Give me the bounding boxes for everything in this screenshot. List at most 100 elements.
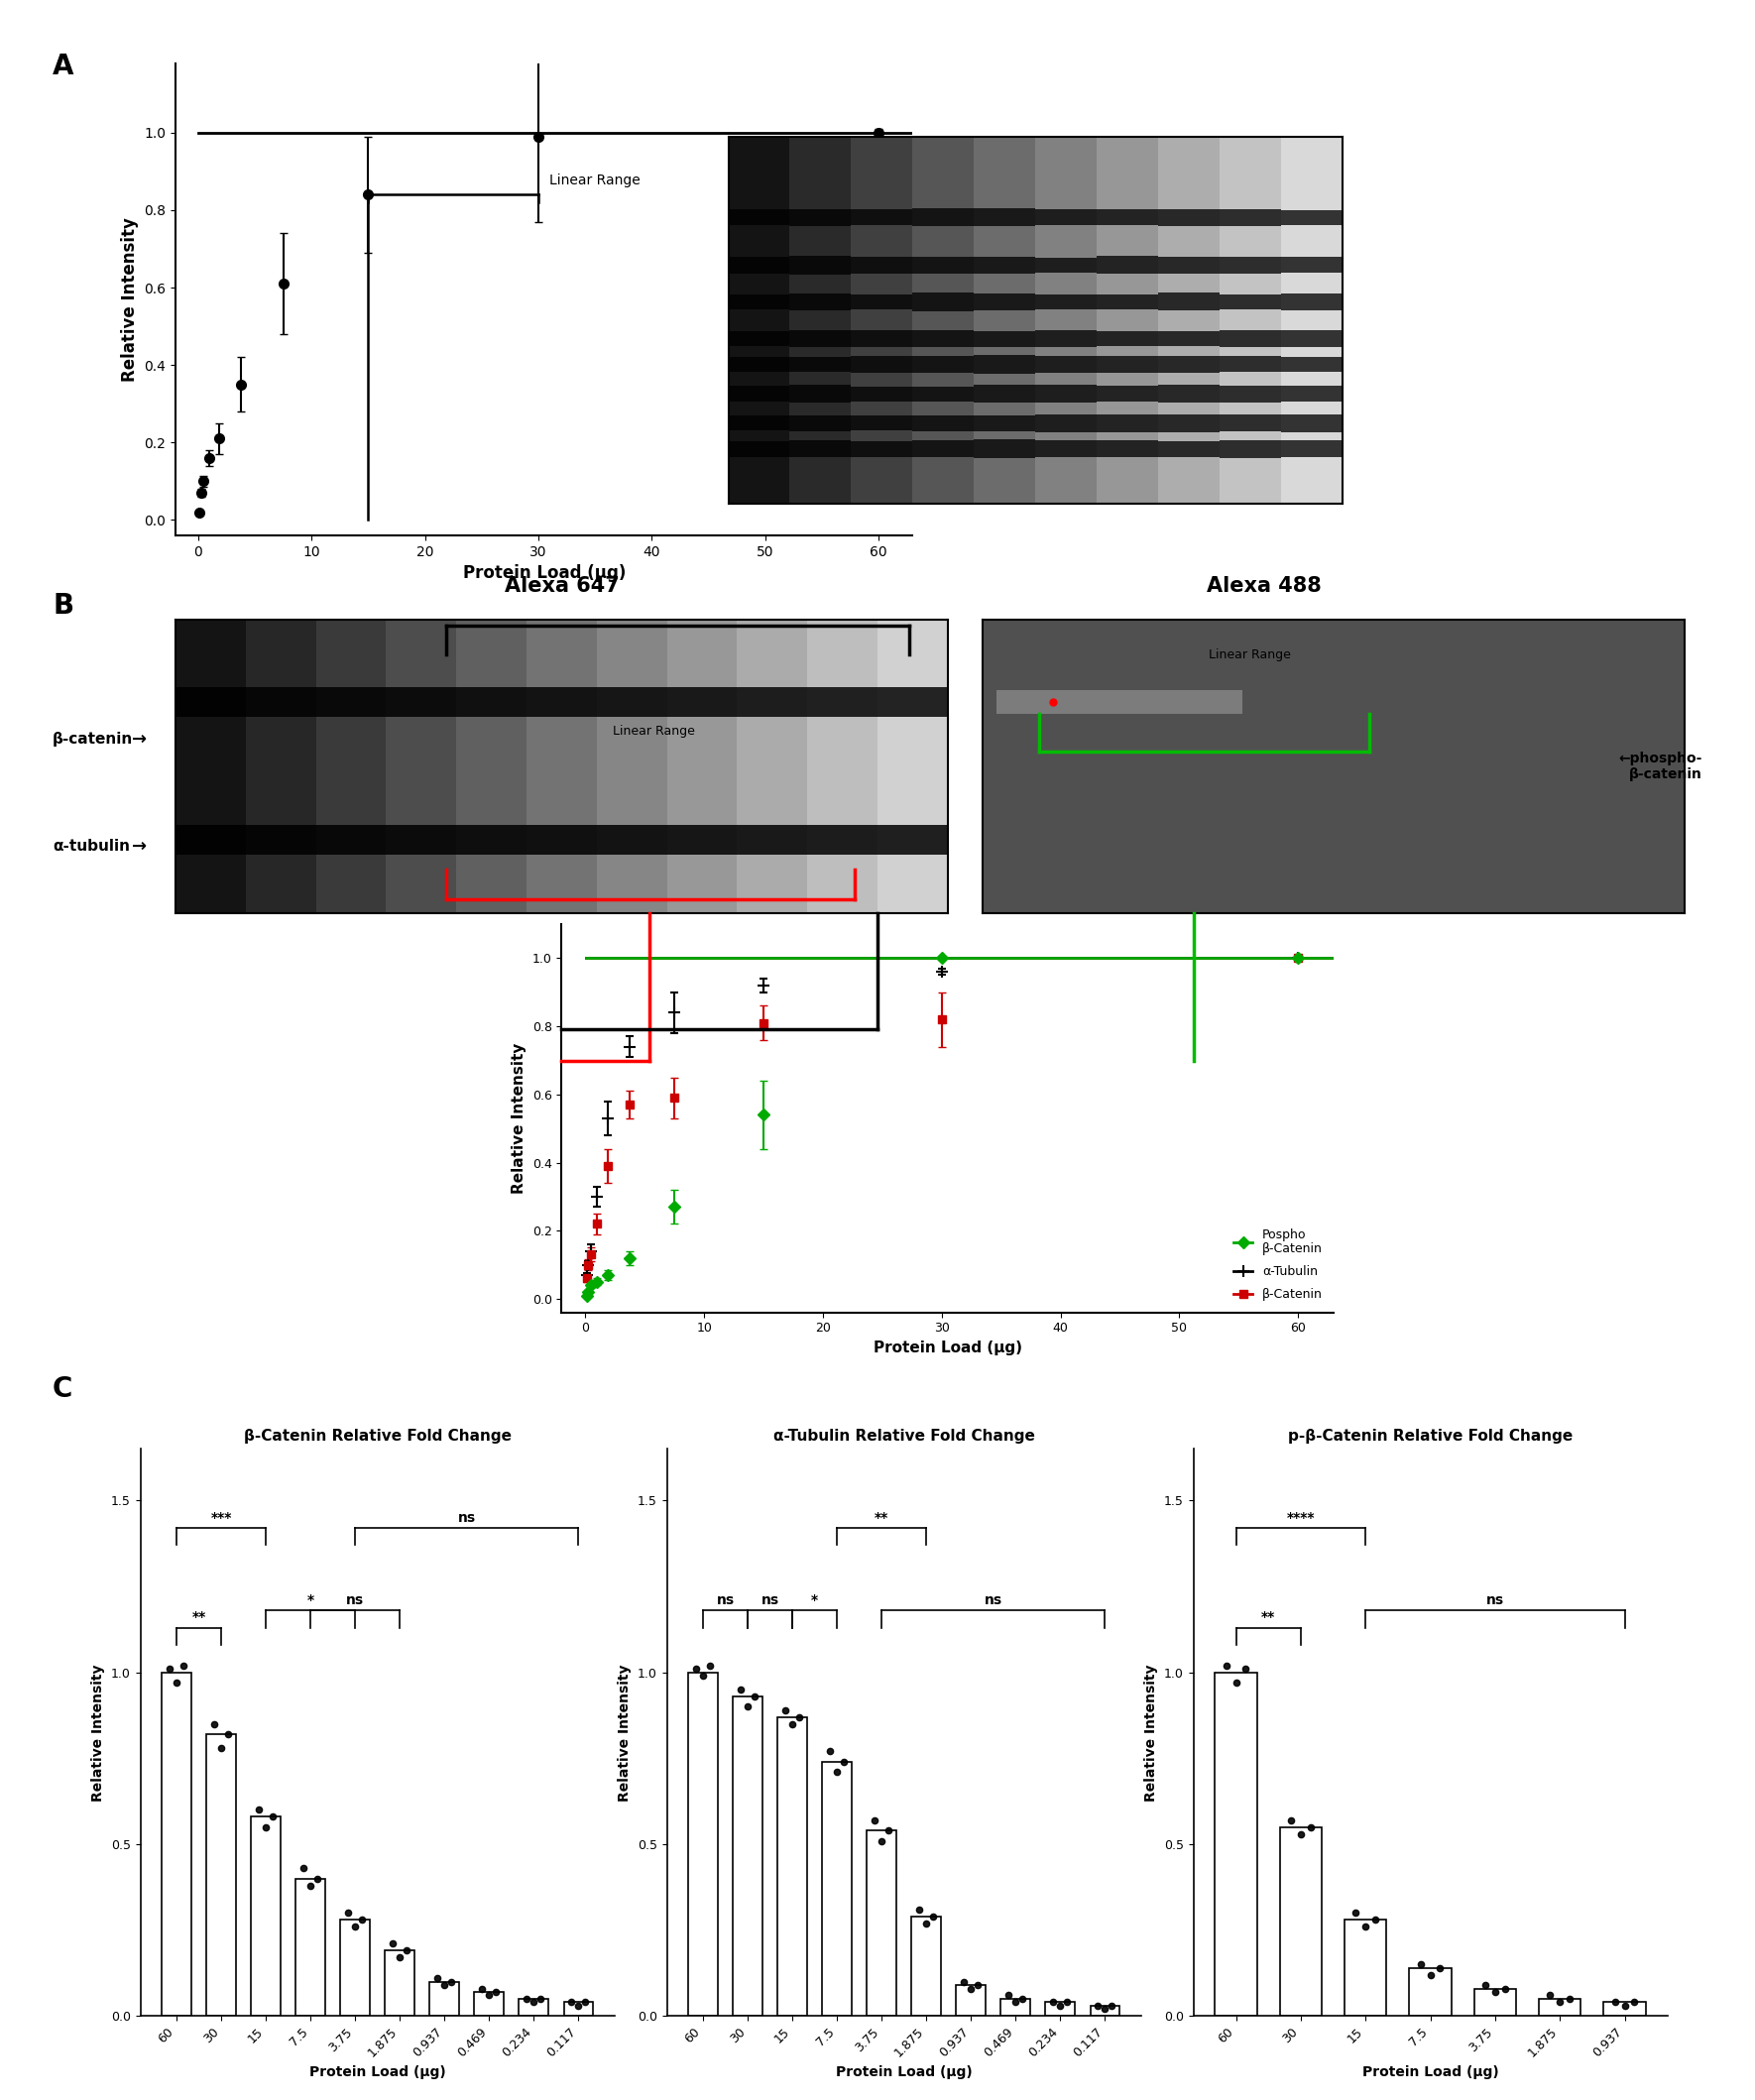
Bar <box>807 687 878 716</box>
Bar <box>1158 355 1220 374</box>
Text: ns: ns <box>716 1594 734 1607</box>
Bar <box>823 1762 851 2016</box>
Text: →: → <box>132 731 147 748</box>
X-axis label: Protein Load (μg): Protein Load (μg) <box>1362 2066 1499 2079</box>
Bar <box>1474 1989 1516 2016</box>
Bar <box>867 1831 897 2016</box>
Bar <box>1097 294 1158 311</box>
Text: **: ** <box>191 1611 205 1623</box>
Y-axis label: Relative Intensity: Relative Intensity <box>91 1663 105 1802</box>
Text: ns: ns <box>458 1510 476 1525</box>
Bar <box>1539 1999 1581 2016</box>
Bar <box>851 332 913 346</box>
Bar <box>386 825 456 855</box>
Bar <box>851 258 913 273</box>
Bar <box>526 825 597 855</box>
Bar <box>1097 136 1158 504</box>
Bar <box>737 825 807 855</box>
Bar <box>728 416 790 430</box>
Bar <box>1158 330 1220 346</box>
Bar <box>1281 384 1343 403</box>
Y-axis label: Relative Intensity: Relative Intensity <box>1144 1663 1158 1802</box>
Bar <box>1220 414 1281 433</box>
Text: **: ** <box>1262 1611 1276 1623</box>
Text: →: → <box>132 838 147 855</box>
Bar <box>246 687 316 716</box>
Bar <box>974 330 1035 349</box>
X-axis label: Protein Load (μg): Protein Load (μg) <box>874 1340 1021 1354</box>
Bar <box>1090 2005 1120 2016</box>
Bar <box>1035 416 1097 430</box>
Bar <box>1344 1919 1386 2016</box>
Bar <box>297 1880 325 2016</box>
Bar <box>1158 294 1220 309</box>
Bar <box>851 210 913 225</box>
Bar <box>1046 2001 1074 2016</box>
Text: ns: ns <box>346 1594 363 1607</box>
Legend: Pospho
β-Catenin, α-Tubulin, β-Catenin: Pospho β-Catenin, α-Tubulin, β-Catenin <box>1228 1222 1327 1306</box>
Y-axis label: Relative Intensity: Relative Intensity <box>512 1044 526 1193</box>
Bar <box>1281 416 1343 430</box>
Bar <box>974 416 1035 430</box>
Bar <box>316 687 386 716</box>
X-axis label: Protein Load (μg): Protein Load (μg) <box>309 2066 446 2079</box>
Y-axis label: Relative Intensity: Relative Intensity <box>121 216 139 382</box>
Text: ns: ns <box>1486 1594 1504 1607</box>
Bar <box>1035 357 1097 372</box>
Bar <box>688 1672 718 2016</box>
Bar <box>176 619 246 913</box>
Bar <box>1158 136 1220 504</box>
Bar <box>1097 332 1158 346</box>
Bar <box>597 619 667 913</box>
Bar <box>667 687 737 716</box>
Bar <box>777 1718 807 2016</box>
Text: *: * <box>811 1594 818 1607</box>
Bar <box>1220 384 1281 403</box>
Bar <box>1035 208 1097 227</box>
X-axis label: Protein Load (μg): Protein Load (μg) <box>835 2066 972 2079</box>
Bar <box>667 825 737 855</box>
Bar <box>851 136 913 504</box>
Bar <box>1220 210 1281 225</box>
Bar <box>734 1697 762 2016</box>
Bar <box>851 294 913 311</box>
Bar <box>1000 1999 1030 2016</box>
Bar <box>1281 441 1343 458</box>
Bar <box>1035 330 1097 346</box>
Bar <box>1220 136 1281 504</box>
Text: Linear Range: Linear Range <box>1209 649 1290 661</box>
Bar <box>1281 210 1343 225</box>
Bar <box>807 619 878 913</box>
Bar <box>1604 2001 1646 2016</box>
Bar <box>519 1999 548 2016</box>
Bar <box>526 687 597 716</box>
Title: β-Catenin Relative Fold Change: β-Catenin Relative Fold Change <box>244 1428 511 1443</box>
Bar <box>974 136 1035 504</box>
Bar <box>737 619 807 913</box>
Bar <box>597 687 667 716</box>
Bar <box>1281 294 1343 311</box>
Y-axis label: Relative Intensity: Relative Intensity <box>618 1663 632 1802</box>
Bar <box>176 687 246 716</box>
Bar <box>1035 292 1097 311</box>
Bar <box>1035 136 1097 504</box>
Bar <box>1220 330 1281 346</box>
Text: ****: **** <box>1286 1510 1314 1525</box>
Bar <box>1097 386 1158 401</box>
Bar <box>728 208 790 227</box>
Bar <box>851 441 913 456</box>
Bar <box>384 1951 414 2016</box>
Bar <box>161 1672 191 2016</box>
Text: Linear Range: Linear Range <box>612 724 695 737</box>
Bar <box>913 355 974 374</box>
Bar <box>878 619 948 913</box>
Bar <box>913 416 974 430</box>
Bar <box>737 687 807 716</box>
Bar <box>1281 355 1343 374</box>
Bar <box>340 1919 370 2016</box>
Bar <box>386 619 456 913</box>
Bar <box>430 1982 458 2016</box>
Bar <box>1097 256 1158 273</box>
Bar <box>974 355 1035 374</box>
Bar <box>728 384 790 403</box>
